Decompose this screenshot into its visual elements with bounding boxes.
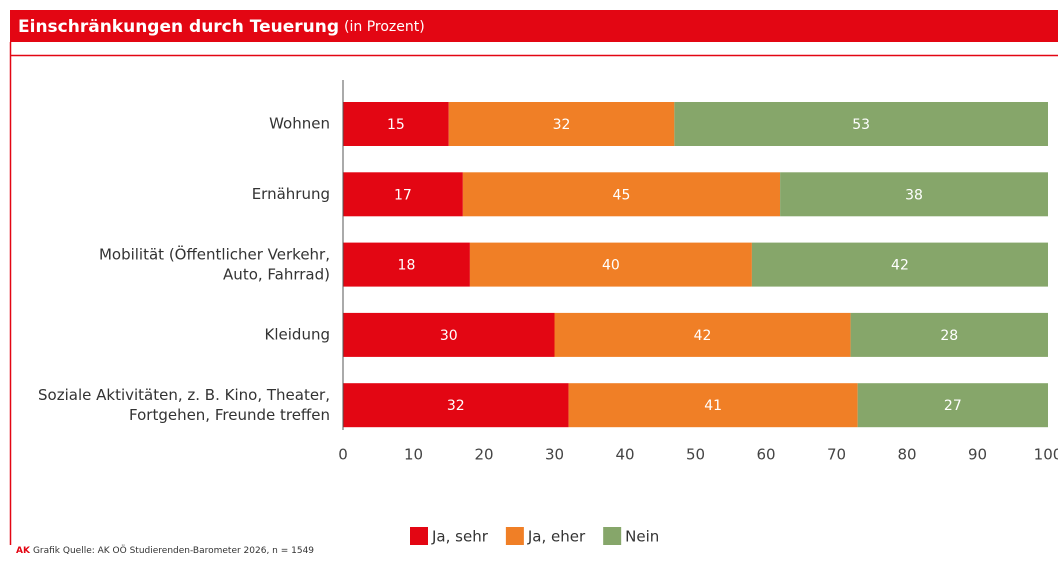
value-label: 30 xyxy=(440,328,458,344)
legend-swatch xyxy=(505,527,524,545)
bar-segment xyxy=(343,242,470,287)
value-label: 38 xyxy=(905,187,923,203)
chart-title: Einschränkungen durch Teuerung xyxy=(18,17,339,37)
footer-brand: AK xyxy=(16,546,31,556)
value-label: 45 xyxy=(613,187,631,203)
legend-swatch xyxy=(603,527,622,545)
value-label: 42 xyxy=(694,328,712,344)
chart-title-line: Einschränkungen durch Teuerung (in Prozen… xyxy=(18,17,425,37)
legend-label: Nein xyxy=(625,528,659,546)
bar-segment xyxy=(857,383,1048,428)
value-label: 32 xyxy=(447,398,465,414)
bar-segment xyxy=(343,172,463,217)
frame xyxy=(9,42,1058,545)
value-label: 18 xyxy=(398,258,416,274)
bar-segment xyxy=(554,312,851,357)
header-bar xyxy=(10,10,1058,42)
category-label-line: Fortgehen, Freunde treffen xyxy=(129,406,330,424)
bar-segment xyxy=(343,102,449,146)
value-label: 53 xyxy=(852,117,870,133)
x-tick-label: 80 xyxy=(897,446,916,464)
value-label: 28 xyxy=(940,328,958,344)
bar-segment xyxy=(343,383,569,428)
x-tick-label: 100 xyxy=(1034,446,1058,464)
chart-subtitle: (in Prozent) xyxy=(344,19,425,35)
category-label: Kleidung xyxy=(265,325,330,343)
bar-segment xyxy=(462,172,781,217)
value-label: 15 xyxy=(387,117,405,133)
x-tick-label: 10 xyxy=(404,446,423,464)
value-label: 40 xyxy=(602,258,620,274)
value-label: 17 xyxy=(394,187,412,203)
legend-swatch xyxy=(410,527,428,545)
footer: AK Grafik Quelle: AK OÖ Studierenden-Baro… xyxy=(16,545,314,556)
value-label: 27 xyxy=(944,398,962,414)
category-label: Wohnen xyxy=(269,115,330,133)
bar-segment xyxy=(674,102,1048,146)
x-tick-label: 90 xyxy=(968,446,987,464)
x-tick-label: 30 xyxy=(545,446,564,464)
bar-segment xyxy=(751,242,1048,287)
category-label-line: Mobilität (Öffentlicher Verkehr, xyxy=(99,244,330,263)
category-label-line: Auto, Fahrrad) xyxy=(223,265,330,283)
bar-segment xyxy=(448,102,675,146)
footer-text: Grafik Quelle: AK OÖ Studierenden-Barome… xyxy=(33,545,314,556)
legend-label: Ja, sehr xyxy=(431,528,489,546)
x-tick-label: 60 xyxy=(756,446,775,464)
category-label-line: Soziale Aktivitäten, z. B. Kino, Theater… xyxy=(38,386,330,404)
bar-segment xyxy=(568,383,858,428)
bar-segment xyxy=(343,312,555,357)
legend-label: Ja, eher xyxy=(527,528,586,546)
bar-segment xyxy=(469,242,752,287)
x-tick-label: 70 xyxy=(827,446,846,464)
bar-segment xyxy=(850,312,1048,357)
category-label: Mobilität (Öffentlicher Verkehr, Auto, Fa… xyxy=(99,244,330,283)
category-label: Soziale Aktivitäten, z. B. Kino, Theater… xyxy=(38,386,330,424)
category-label: Ernährung xyxy=(252,185,330,203)
x-tick-label: 40 xyxy=(615,446,634,464)
value-label: 41 xyxy=(704,398,722,414)
x-tick-label: 0 xyxy=(338,446,348,464)
value-label: 42 xyxy=(891,258,909,274)
value-label: 32 xyxy=(553,117,571,133)
bar-segment xyxy=(780,172,1048,217)
x-tick-label: 50 xyxy=(686,446,705,464)
x-tick-label: 20 xyxy=(474,446,493,464)
